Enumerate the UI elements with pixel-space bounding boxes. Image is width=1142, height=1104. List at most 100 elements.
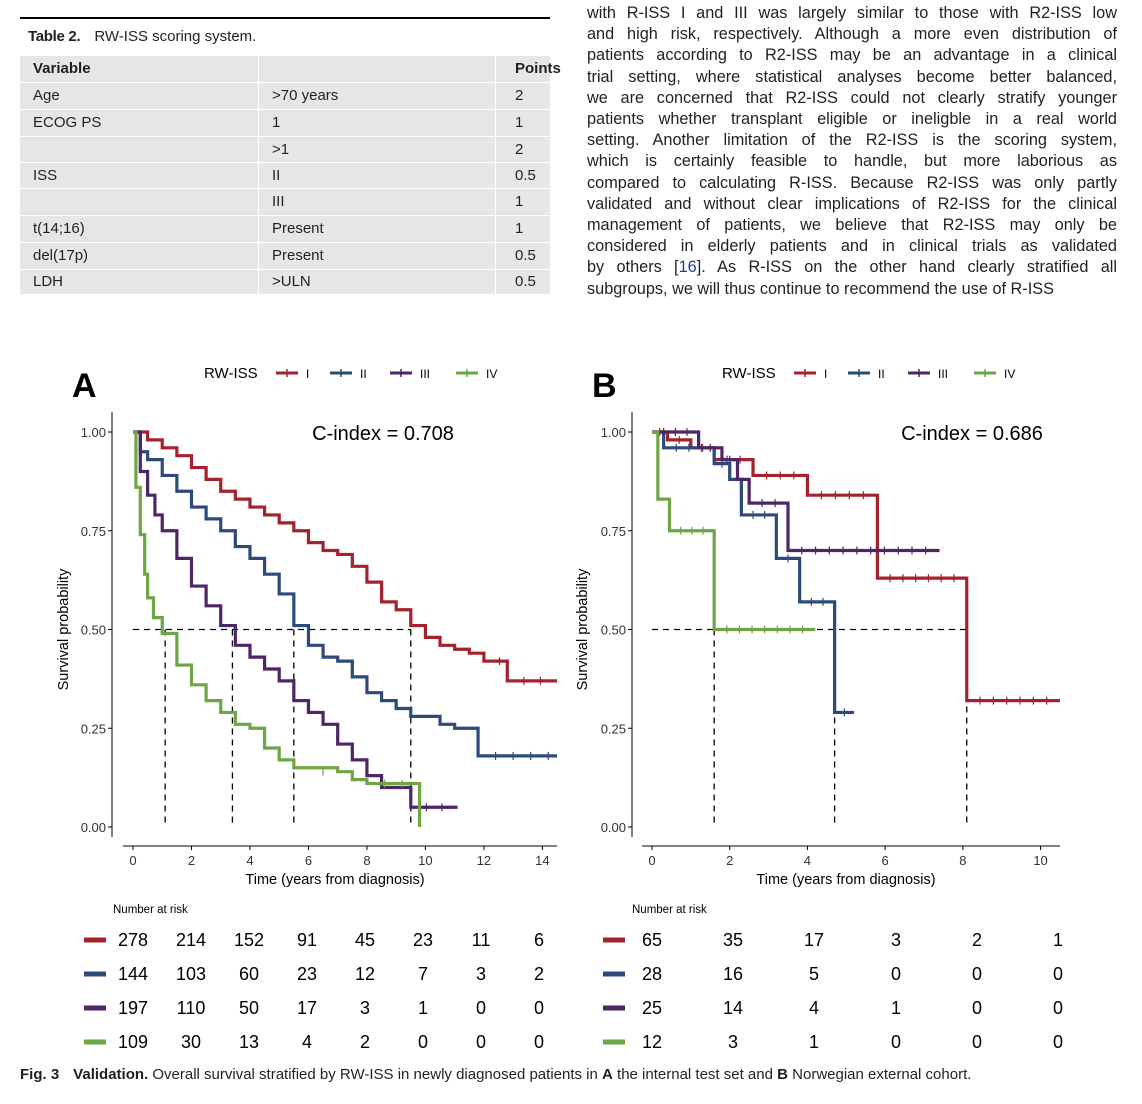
panel-a-risk-value: 103 [176,964,206,984]
panel-b-risk-value: 17 [804,930,824,950]
panel-a-x-axis-label: Time (years from diagnosis) [245,872,424,888]
table-cell: LDH [20,270,258,294]
body-text-line: patients whether transplant eligible or … [587,110,1117,128]
table-cell: 2 [496,83,550,109]
body-text-line: considered in elderly patients and in cl… [587,237,1117,256]
panel-b-risk-value: 3 [728,1032,738,1052]
panel-a-risk-value: 2 [534,964,544,984]
panel-a-risk-value: 3 [476,964,486,984]
panel-a-risk-value: 0 [476,1032,486,1052]
panel-a-x-tick-label: 0 [129,853,136,868]
panel-a-x-tick-label: 2 [188,853,195,868]
figure-caption-lead: Validation. [73,1066,149,1083]
panel-b-legend-label-III: III [938,367,948,381]
panel-a-risk-value: 0 [534,1032,544,1052]
panel-a-risk-value: 144 [118,964,148,984]
body-text-line: patients according to R2-ISS may be an a… [587,46,1117,65]
panel-b-curve-I [652,430,1060,703]
table-cell: t(14;16) [20,216,258,242]
panel-b-legend-title: RW-ISS [722,365,776,382]
panel-a-y-tick-label: 0.75 [81,524,106,539]
panel-a-risk-value: 6 [534,930,544,950]
panel-b-risk-value: 0 [891,964,901,984]
panel-a-x-tick-label: 12 [477,853,491,868]
panel-a-y-tick-label: 0.25 [81,721,106,736]
panel-b-risk-value: 65 [642,930,662,950]
table-cell: Age [20,83,258,109]
panel-a-y-tick-label: 0.50 [81,623,106,638]
panel-a-risk-value: 152 [234,930,264,950]
table-cell: 0.5 [496,163,550,188]
panel-b-risk-value: 0 [1053,964,1063,984]
panel-a-x-tick-label: 14 [535,853,549,868]
panel-a-risk-value: 23 [297,964,317,984]
panel-a-risk-value: 110 [177,998,206,1018]
panel-a-label: A [72,367,97,405]
panel-b-x-tick-label: 2 [726,853,733,868]
panel-b-risk-value: 0 [972,1032,982,1052]
panel-b-x-axis-label: Time (years from diagnosis) [756,872,935,888]
citation-link[interactable]: 16 [678,258,697,277]
table-cell [20,189,258,215]
table-cell [20,137,258,162]
table-header-cell: Points [496,56,561,82]
panel-b-x-tick-label: 6 [882,853,889,868]
panel-b-y-tick-label: 0.25 [601,721,626,736]
table-header-cell [259,56,495,82]
panel-b-x-tick-label: 0 [648,853,655,868]
panel-a-curve-II [133,430,557,758]
body-text-line: trial setting, where statistical analyse… [587,67,1117,86]
panel-b-x-tick-label: 8 [959,853,966,868]
panel-b-curve-III [652,430,940,553]
panel-a-risk-value: 0 [534,998,544,1018]
panel-b-risk-value: 0 [1053,998,1063,1018]
panel-a-legend-label-III: III [420,367,430,381]
panel-a-y-tick-label: 0.00 [81,820,106,835]
table-label: Table 2. [28,28,81,45]
panel-a-risk-value: 30 [181,1032,201,1052]
panel-a-c-index: C-index = 0.708 [312,423,454,445]
table-cell: >1 [259,137,495,162]
body-text-line: subgroups, we will thus continue to reco… [587,279,1054,298]
panel-b-risk-value: 14 [723,998,743,1018]
panel-a-y-tick-label: 1.00 [81,425,106,440]
table-cell: ECOG PS [20,110,258,136]
panel-a-risk-value: 109 [118,1032,148,1052]
panel-a-risk-value: 50 [239,998,259,1018]
panel-b-legend-label-IV: IV [1004,367,1015,381]
panel-a-risk-value: 17 [297,998,317,1018]
body-text-line: compared to calculating R-ISS. Because R… [587,173,1117,192]
table-cell: 1 [259,110,495,136]
body-text-line: validated and without clear implications… [587,194,1117,213]
panel-b-risk-value: 0 [972,964,982,984]
panel-a-risk-value: 91 [297,930,317,950]
panel-a-risk-value: 2 [360,1032,370,1052]
panel-b-risk-value: 0 [1053,1032,1063,1052]
panel-a-risk-value: 214 [176,930,206,950]
table-cell: II [259,163,495,188]
panel-b-risk-value: 0 [972,998,982,1018]
panel-b-curve-II [652,430,855,715]
table-cell: >ULN [259,270,495,294]
table-cell: 1 [496,110,550,136]
table-header-cell: Variable [20,56,258,82]
table-cell: del(17p) [20,243,258,269]
panel-a-risk-value: 7 [418,964,428,984]
panel-a-legend-label-IV: IV [486,367,497,381]
table-cell: III [259,189,495,215]
panel-a-x-tick-label: 4 [246,853,253,868]
panel-b-risk-value: 35 [723,930,743,950]
panel-b-risk-value: 16 [723,964,743,984]
panel-a-risk-value: 12 [355,964,375,984]
panel-a-risk-value: 60 [239,964,259,984]
panel-a-risk-value: 23 [413,930,433,950]
panel-b-risk-value: 5 [809,964,819,984]
body-text-line: with R-ISS I and III was largely similar… [587,4,1117,22]
panel-a-curve-III [133,430,458,809]
panel-b-risk-value: 25 [642,998,662,1018]
panel-b-y-tick-label: 1.00 [601,425,626,440]
panel-a-risk-value: 4 [302,1032,312,1052]
body-text-line: and high risk, respectively. Although a … [587,25,1117,44]
panel-b-risk-value: 2 [972,930,982,950]
panel-a-risk-value: 11 [472,930,491,950]
